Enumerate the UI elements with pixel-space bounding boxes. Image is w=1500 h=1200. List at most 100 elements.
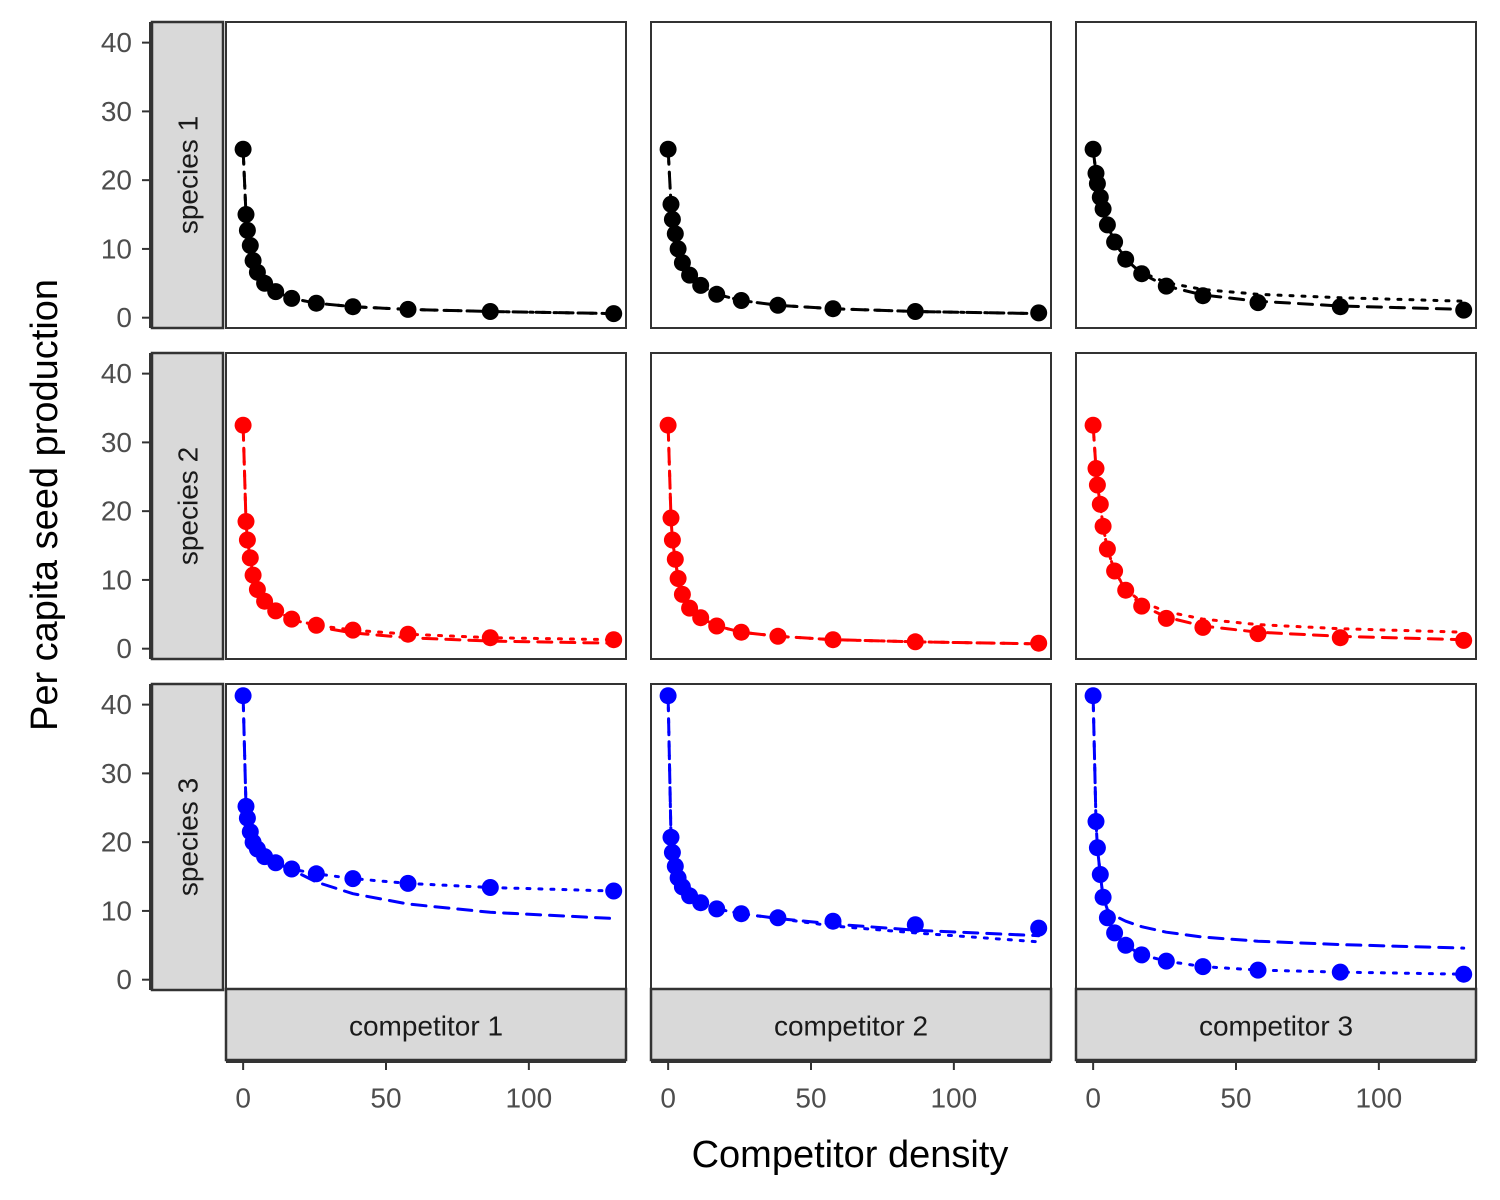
data-point: [1331, 629, 1349, 647]
data-point: [769, 296, 787, 314]
data-point: [307, 865, 325, 883]
data-point: [663, 210, 681, 228]
data-point: [399, 625, 417, 643]
row-strip-label: species 3: [173, 778, 204, 896]
fit-line-dashed: [1091, 694, 1466, 950]
data-point: [1094, 888, 1112, 906]
y-tick-label: 10: [101, 233, 132, 264]
data-point: [1088, 839, 1106, 857]
panel-background: [226, 22, 626, 328]
data-point: [1194, 287, 1212, 305]
data-point: [681, 266, 699, 284]
data-point: [906, 303, 924, 320]
data-point: [666, 550, 684, 568]
x-axis-col-3: 0 50 100: [1076, 1061, 1476, 1114]
y-tick-label: 10: [101, 895, 132, 926]
data-point: [344, 298, 362, 316]
data-point: [1455, 631, 1473, 649]
data-point: [1194, 958, 1212, 976]
panel-border: [225, 21, 627, 329]
x-axis-col-2: 0 50 100: [651, 1061, 1051, 1114]
x-tick-label: 50: [370, 1083, 401, 1114]
data-point: [283, 289, 301, 307]
column-strip-2: [649, 987, 1053, 1062]
x-tick-label: 100: [930, 1083, 977, 1114]
panel-r3-c2: [650, 683, 1052, 991]
y-tick-label: 20: [101, 165, 132, 196]
data-point: [669, 570, 687, 587]
data-point: [1098, 216, 1116, 234]
data-point: [1455, 301, 1473, 319]
data-point: [662, 195, 680, 213]
data-point: [267, 283, 285, 301]
data-point: [283, 860, 301, 878]
data-point: [662, 509, 680, 527]
panel-r2-c1: [225, 352, 627, 660]
data-point: [307, 616, 325, 634]
y-tick-label: 0: [116, 302, 132, 333]
data-point: [1157, 277, 1175, 295]
x-tick-label: 100: [505, 1083, 552, 1114]
row-strip-3: [150, 682, 225, 992]
data-point: [1455, 965, 1473, 983]
data-point: [1091, 495, 1109, 513]
data-point: [238, 531, 256, 549]
data-point: [1030, 919, 1048, 937]
y-tick-label: 20: [101, 496, 132, 527]
data-point: [708, 617, 726, 635]
y-tick-label: 40: [101, 27, 132, 58]
data-point: [1094, 517, 1112, 535]
y-tick-label: 20: [101, 827, 132, 858]
data-point: [1157, 952, 1175, 970]
data-point: [732, 905, 750, 923]
data-point: [605, 882, 623, 900]
data-point: [906, 916, 924, 934]
data-point: [1249, 961, 1267, 979]
data-point: [1088, 175, 1106, 193]
data-point: [238, 221, 256, 239]
panel-r3-c3: [1075, 683, 1477, 991]
x-tick-label: 100: [1355, 1083, 1402, 1114]
data-point: [769, 627, 787, 645]
panel-r2-c2: [650, 352, 1052, 660]
row-strip-label: species 2: [173, 447, 204, 565]
data-point: [237, 513, 255, 530]
x-tick-label: 50: [795, 1083, 826, 1114]
data-point: [692, 276, 710, 294]
data-point: [1091, 866, 1109, 883]
data-point: [1084, 687, 1102, 705]
data-point: [673, 585, 691, 603]
panel-border: [650, 352, 1052, 660]
data-point: [824, 912, 842, 930]
data-point: [1094, 200, 1112, 218]
data-point: [256, 592, 274, 610]
data-point: [708, 285, 726, 303]
row-strip-2: [150, 351, 225, 661]
data-point: [267, 854, 285, 872]
data-point: [237, 206, 255, 223]
y-tick-label: 0: [116, 633, 132, 664]
data-point: [241, 549, 259, 567]
x-tick-label: 0: [235, 1083, 251, 1114]
data-point: [1117, 250, 1135, 268]
panel-border: [1075, 21, 1477, 329]
data-point: [659, 140, 677, 158]
data-point: [1117, 936, 1135, 954]
data-point: [344, 621, 362, 639]
data-point: [399, 300, 417, 318]
fit-line-dashed: [1091, 423, 1466, 642]
data-point: [481, 879, 499, 896]
panel-background: [651, 22, 1051, 328]
data-point: [663, 531, 681, 549]
data-point: [1117, 581, 1135, 599]
panel-r1-c1: [225, 21, 627, 329]
data-point: [481, 303, 499, 320]
data-point: [307, 294, 325, 312]
row-strip-label: species 1: [173, 116, 204, 234]
panel-background: [651, 353, 1051, 659]
y-tick-label: 40: [101, 689, 132, 720]
x-axis-title: Competitor density: [692, 1134, 1009, 1176]
data-point: [681, 599, 699, 617]
data-point: [399, 874, 417, 892]
